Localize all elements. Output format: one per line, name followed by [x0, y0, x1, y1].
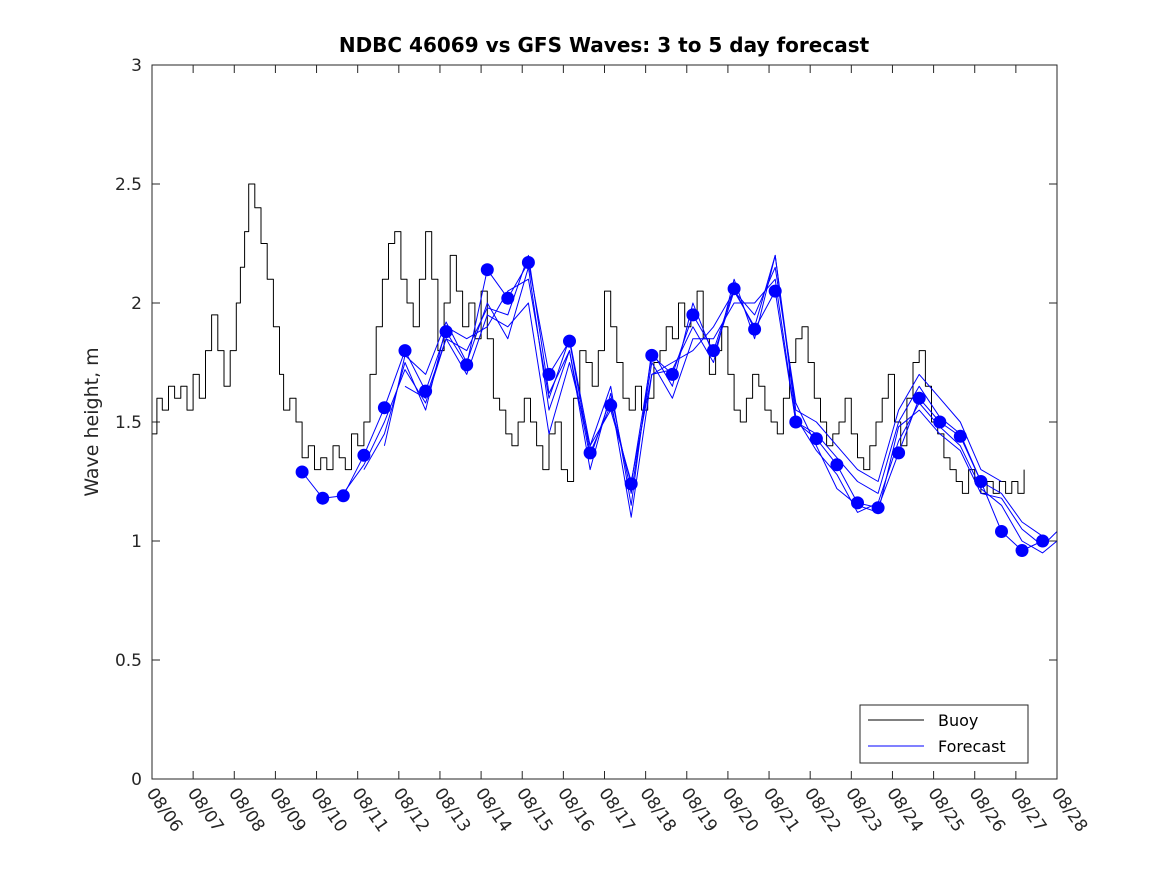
y-axis-label: Wave height, m: [81, 347, 103, 496]
forecast-point: [768, 284, 782, 298]
forecast-point: [707, 344, 720, 358]
y-tick-label: 0: [131, 770, 142, 790]
legend-buoy-label: Buoy: [938, 711, 978, 730]
forecast-point: [974, 475, 988, 488]
legend-forecast-label: Forecast: [938, 737, 1006, 756]
forecast-point: [748, 322, 762, 336]
forecast-point: [892, 446, 906, 460]
forecast-point: [789, 415, 803, 429]
forecast-point: [953, 429, 967, 443]
forecast-point: [439, 325, 453, 339]
y-tick-label: 3: [131, 56, 142, 76]
y-tick-label: 1.5: [115, 413, 142, 433]
forecast-point: [851, 496, 864, 510]
forecast-point: [398, 344, 412, 358]
forecast-point: [665, 367, 679, 381]
forecast-point: [624, 477, 638, 491]
forecast-point: [316, 491, 330, 505]
forecast-point: [521, 256, 535, 269]
forecast-point: [912, 391, 926, 405]
forecast-point: [501, 291, 515, 305]
forecast-point: [933, 415, 947, 429]
y-tick-label: 2.5: [115, 175, 142, 195]
forecast-point: [542, 367, 556, 381]
forecast-markers: [295, 256, 1050, 557]
forecast-point: [460, 358, 474, 372]
plot-area: [152, 65, 1057, 779]
y-tick-label: 1: [131, 532, 142, 552]
forecast-series-line: [404, 254, 1002, 482]
forecast-point: [583, 446, 597, 460]
forecast-point: [809, 432, 823, 446]
axes-box: [151, 64, 1058, 780]
legend-box: [859, 704, 1029, 764]
forecast-point: [871, 501, 885, 515]
y-tick-label: 2: [131, 294, 142, 314]
forecast-series-line: [383, 266, 1043, 537]
y-tick-label: 0.5: [115, 651, 142, 671]
forecast-point: [419, 384, 433, 398]
buoy-series-line: [152, 183, 1025, 494]
chart-title: NDBC 46069 vs GFS Waves: 3 to 5 day fore…: [339, 33, 870, 57]
forecast-point: [604, 398, 618, 412]
forecast-point: [357, 448, 371, 462]
forecast-point: [645, 348, 659, 362]
forecast-point: [1036, 534, 1050, 548]
forecast-point: [480, 263, 494, 277]
forecast-point: [686, 308, 700, 322]
forecast-point: [336, 489, 350, 503]
forecast-point: [995, 525, 1008, 538]
legend: Buoy Forecast: [859, 704, 1029, 764]
forecast-point: [563, 334, 576, 348]
forecast-point: [1015, 544, 1029, 557]
forecast-series-line: [342, 254, 1058, 554]
forecast-point: [295, 465, 309, 479]
forecast-point: [727, 282, 741, 296]
forecast-point: [830, 458, 844, 472]
forecast-point: [377, 401, 391, 415]
